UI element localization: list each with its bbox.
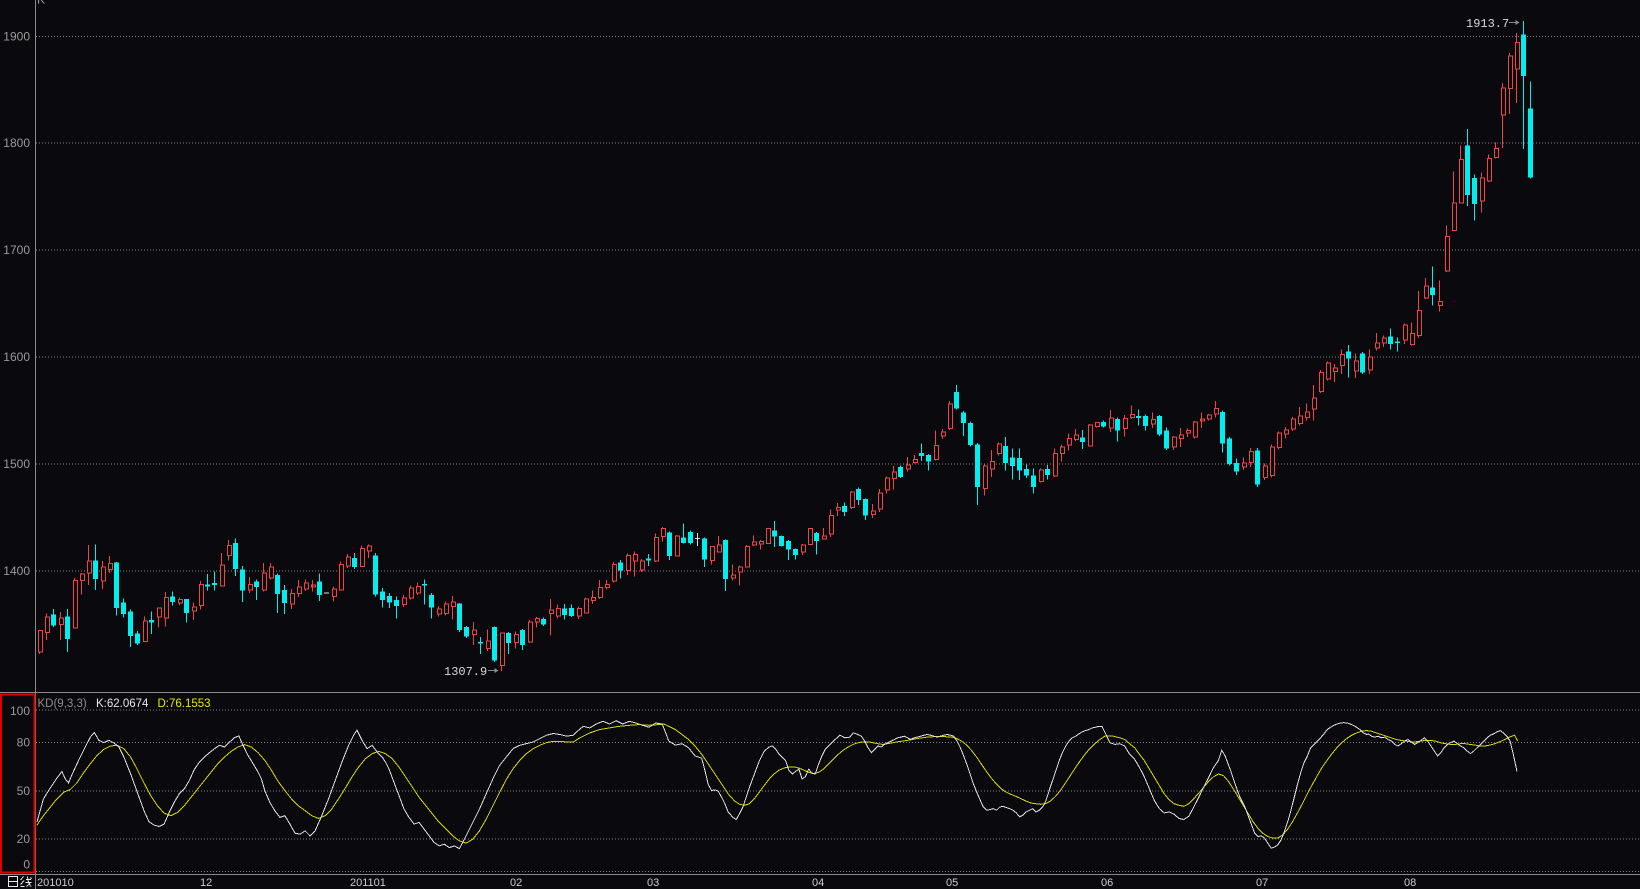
svg-text:D:76.1553: D:76.1553: [158, 698, 211, 710]
svg-text:50: 50: [17, 784, 31, 798]
svg-text:1307.9: 1307.9: [444, 665, 487, 679]
svg-text:08: 08: [1404, 877, 1416, 889]
svg-text:KD(9,3,3): KD(9,3,3): [38, 698, 87, 710]
svg-text:201101: 201101: [350, 877, 386, 889]
svg-text:1400: 1400: [3, 564, 30, 578]
svg-text:100: 100: [10, 704, 30, 718]
svg-text:1913.7: 1913.7: [1466, 17, 1509, 31]
svg-text:03: 03: [647, 877, 659, 889]
svg-text:20: 20: [17, 832, 31, 846]
svg-text:1700: 1700: [3, 243, 30, 257]
svg-text:05: 05: [946, 877, 958, 889]
svg-text:02: 02: [510, 877, 522, 889]
svg-text:04: 04: [812, 877, 824, 889]
svg-text:1900: 1900: [3, 29, 30, 43]
svg-text:1600: 1600: [3, 350, 30, 364]
svg-text:K: K: [37, 0, 45, 7]
svg-text:80: 80: [17, 735, 31, 749]
svg-text:K:62.0674: K:62.0674: [96, 698, 149, 710]
svg-text:0: 0: [23, 858, 30, 872]
svg-text:12: 12: [200, 877, 212, 889]
svg-text:1500: 1500: [3, 457, 30, 471]
svg-text:06: 06: [1101, 877, 1113, 889]
svg-text:07: 07: [1256, 877, 1268, 889]
svg-text:201010: 201010: [37, 877, 74, 889]
svg-text:1800: 1800: [3, 136, 30, 150]
